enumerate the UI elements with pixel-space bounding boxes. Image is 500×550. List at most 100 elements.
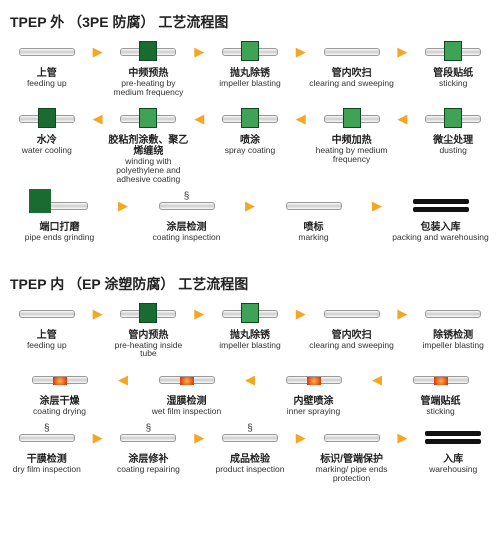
flow-arrow-icon: [242, 366, 258, 394]
step-icon: §: [220, 424, 280, 452]
step-label-en: warehousing: [429, 465, 477, 474]
step-icon: [118, 38, 178, 66]
process-step: 抛丸除锈impeller blasting: [207, 300, 293, 350]
flow-arrow-icon: [191, 105, 207, 133]
step-label-en: clearing and sweeping: [309, 79, 394, 88]
flow-arrow-icon: [394, 424, 410, 452]
process-step: 内壁喷涂inner spraying: [258, 366, 369, 416]
step-icon: [322, 38, 382, 66]
process-row: 水冷water cooling 胶粘剂涂敷、聚乙烯缠绕winding with p…: [4, 105, 496, 184]
process-step: § 涂层检测coating inspection: [131, 192, 242, 242]
step-label-en: clearing and sweeping: [309, 341, 394, 350]
process-step: 喷标marking: [258, 192, 369, 242]
flow-arrow-icon: [90, 105, 106, 133]
flow-arrow-icon: [394, 38, 410, 66]
process-step: 中频预热pre-heating by medium frequency: [106, 38, 192, 97]
process-step: 管内吹扫clearing and sweeping: [309, 38, 395, 88]
diagram1-title: TPEP 外 （3PE 防腐） 工艺流程图: [10, 12, 496, 32]
step-label-en: impeller blasting: [422, 341, 483, 350]
process-step: §干膜检测dry film inspection: [4, 424, 90, 474]
step-label-en: pre-heating by medium frequency: [106, 79, 192, 97]
step-label-en: water cooling: [22, 146, 72, 155]
process-step: 上管feeding up: [4, 38, 90, 88]
flow-arrow-icon: [369, 366, 385, 394]
step-icon: [157, 366, 217, 394]
step-icon: [322, 105, 382, 133]
flow-arrow-icon: [293, 300, 309, 328]
step-label-zh: 管内吹扫: [332, 330, 372, 341]
flow-arrow-icon: [293, 424, 309, 452]
step-icon: §: [17, 424, 77, 452]
process-row: §干膜检测dry film inspection§涂层修补coating rep…: [4, 424, 496, 483]
step-icon: [17, 38, 77, 66]
process-step: 微尘处理dusting: [410, 105, 496, 155]
step-label-en: product inspection: [215, 465, 284, 474]
flow-arrow-icon: [90, 424, 106, 452]
step-icon: [423, 300, 483, 328]
process-step: 入库warehousing: [410, 424, 496, 474]
step-label-en: sticking: [426, 407, 454, 416]
step-label-en: heating by medium frequency: [309, 146, 395, 164]
process-step: 标识/管端保护marking/ pipe ends protection: [309, 424, 395, 483]
step-label-en: pre-heating inside tube: [106, 341, 192, 359]
flow-arrow-icon: [293, 38, 309, 66]
step-icon: §: [118, 424, 178, 452]
step-label-en: sticking: [439, 79, 467, 88]
process-step: 除锈检测impeller blasting: [410, 300, 496, 350]
step-label-en: dusting: [439, 146, 466, 155]
process-row: 上管feeding up 中频预热pre-heating by medium fr…: [4, 38, 496, 97]
step-label-zh: 除锈检测: [433, 330, 473, 341]
step-label-en: feeding up: [27, 79, 67, 88]
process-step: 涂层干燥coating drying: [4, 366, 115, 416]
step-icon: [423, 38, 483, 66]
step-label-zh: 涂层检测: [167, 222, 207, 233]
process-step: 抛丸除锈impeller blasting: [207, 38, 293, 88]
step-icon: [118, 300, 178, 328]
process-row: 端口打磨pipe ends grinding § 涂层检测coating inspe…: [4, 192, 496, 242]
step-label-en: impeller blasting: [219, 341, 280, 350]
flow-arrow-icon: [191, 424, 207, 452]
step-icon: [220, 38, 280, 66]
flow-arrow-icon: [394, 105, 410, 133]
step-label-en: coating drying: [33, 407, 86, 416]
flow-arrow-icon: [191, 38, 207, 66]
process-step: 水冷water cooling: [4, 105, 90, 155]
step-label-en: marking/ pipe ends protection: [309, 465, 395, 483]
step-icon: [284, 192, 344, 220]
step-icon: [30, 366, 90, 394]
step-label-en: pipe ends grinding: [25, 233, 94, 242]
flow-arrow-icon: [369, 192, 385, 220]
step-icon: [220, 300, 280, 328]
process-row: 上管feeding up管内预热pre-heating inside tube抛…: [4, 300, 496, 359]
step-label-zh: 抛丸除锈: [230, 330, 270, 341]
flow-arrow-icon: [115, 192, 131, 220]
diagram1-rows: 上管feeding up 中频预热pre-heating by medium fr…: [4, 38, 496, 250]
step-icon: [284, 366, 344, 394]
process-step: 上管feeding up: [4, 300, 90, 350]
step-label-en: coating inspection: [152, 233, 220, 242]
process-step: 管端贴纸sticking: [385, 366, 496, 416]
step-label-en: winding with polyethylene and adhesive c…: [106, 157, 192, 184]
step-icon: [411, 192, 471, 220]
step-icon: [17, 105, 77, 133]
step-icon: [411, 366, 471, 394]
flow-arrow-icon: [90, 300, 106, 328]
flow-arrow-icon: [90, 38, 106, 66]
step-label-zh: 胶粘剂涂敷、聚乙烯缠绕: [106, 135, 192, 157]
step-icon: [30, 192, 90, 220]
step-label-en: marking: [298, 233, 328, 242]
step-icon: §: [157, 192, 217, 220]
step-icon: [17, 300, 77, 328]
step-label-en: impeller blasting: [219, 79, 280, 88]
step-label-zh: 端口打磨: [40, 222, 80, 233]
process-step: §成品检验product inspection: [207, 424, 293, 474]
step-label-en: packing and warehousing: [392, 233, 488, 242]
process-step: 管段贴纸sticking: [410, 38, 496, 88]
step-icon: [118, 105, 178, 133]
step-label-zh: 喷标: [304, 222, 324, 233]
flow-arrow-icon: [191, 300, 207, 328]
step-label-zh: 包装入库: [421, 222, 461, 233]
process-step: 湿膜检测wet film inspection: [131, 366, 242, 416]
process-step: 胶粘剂涂敷、聚乙烯缠绕winding with polyethylene and…: [106, 105, 192, 184]
step-label-en: spray coating: [225, 146, 276, 155]
